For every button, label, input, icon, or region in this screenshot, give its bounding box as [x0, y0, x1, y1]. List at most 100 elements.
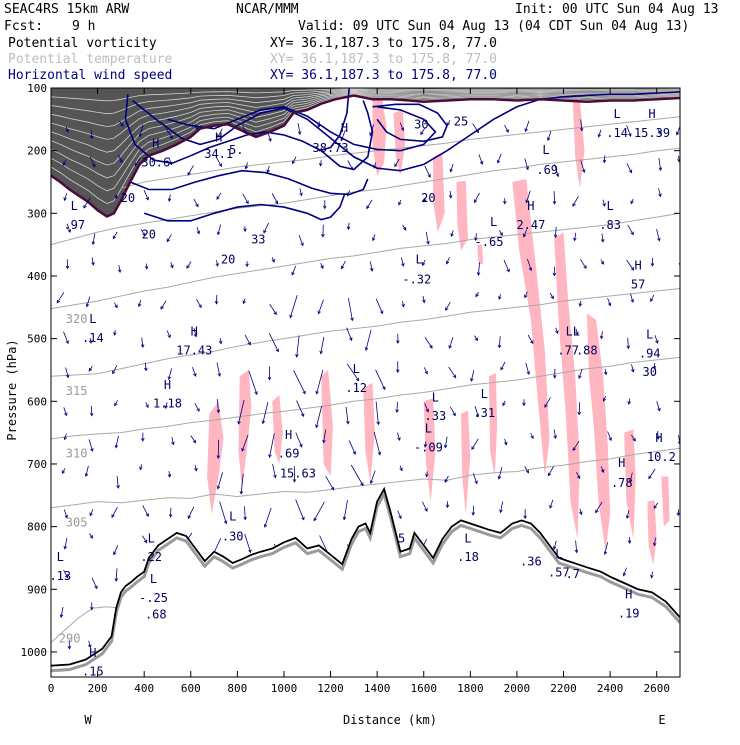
chart-label: H	[527, 199, 534, 213]
x-tick-label: 1400	[364, 682, 391, 695]
chart-label: H	[625, 588, 632, 602]
x-tick-label: 200	[88, 682, 108, 695]
chart-label: 10.2	[647, 450, 676, 464]
wind-vector	[684, 539, 689, 551]
wind-vector-head	[680, 338, 683, 341]
chart-label: L	[606, 199, 613, 213]
wind-vector	[684, 197, 688, 208]
wind-vector	[683, 577, 686, 589]
chart-label: .78	[611, 476, 633, 490]
chart-label: .69	[536, 163, 558, 177]
chart-label: 38.73	[313, 141, 349, 155]
wind-vector-head	[686, 205, 689, 208]
wind-vector-head	[682, 298, 685, 301]
chart-label: L	[481, 387, 488, 401]
chart-label: 2.47	[516, 218, 545, 232]
chart-label: L	[148, 531, 155, 545]
y-tick-label: 600	[27, 395, 47, 408]
field-xy-pv: XY= 36.1,187.3 to 175.8, 77.0	[270, 36, 497, 51]
wind-vector-head	[683, 379, 686, 382]
chart-label: 305	[66, 516, 88, 530]
y-tick-label: 100	[27, 82, 47, 95]
field-name-wind: Horizontal wind speed	[8, 68, 172, 83]
y-tick-label: 500	[27, 333, 47, 346]
center-name: NCAR/MMM	[236, 2, 299, 17]
chart-label: L	[646, 328, 653, 342]
chart-label: .14	[82, 331, 104, 345]
chart-label: .83	[599, 218, 621, 232]
valid-time: Valid: 09 UTC Sun 04 Aug 13 (04 CDT Sun …	[298, 19, 689, 34]
wind-vector	[684, 372, 685, 381]
chart-label: -.25	[139, 591, 168, 605]
x-axis-label: Distance (km)	[343, 713, 437, 727]
y-axis-label: Pressure (hPa)	[5, 339, 19, 440]
chart-label: 320	[66, 312, 88, 326]
x-tick-label: 0	[48, 682, 55, 695]
x-tick-label: 800	[227, 682, 247, 695]
chart-label: 1.18	[153, 397, 182, 411]
model-name: SEAC4RS 15km ARW	[4, 2, 129, 17]
chart-label: LL	[566, 325, 580, 339]
chart-label: 20	[121, 191, 135, 205]
chart-label: .88	[576, 343, 598, 357]
east-label: E	[658, 713, 665, 727]
chart-label: 57	[631, 278, 645, 292]
chart-label: .94	[639, 346, 661, 360]
chart-label: L	[150, 572, 157, 586]
chart-label: 5.	[229, 143, 243, 157]
chart-label: 30	[414, 118, 428, 132]
chart-label: L	[432, 390, 439, 404]
chart-label: 17.43	[176, 343, 212, 357]
wind-vector	[681, 467, 683, 476]
chart-label: H	[648, 107, 655, 121]
west-label: W	[84, 713, 92, 727]
field-xy-theta: XY= 36.1,187.3 to 175.8, 77.0	[270, 52, 497, 67]
chart-label: L	[542, 143, 549, 157]
y-tick-label: 300	[27, 207, 47, 220]
chart-label: L	[71, 199, 78, 213]
chart-label: 20	[142, 227, 156, 241]
chart-label: H	[655, 431, 662, 445]
init-time: Init: 00 UTC Sun 04 Aug 13	[515, 2, 719, 17]
y-tick-label: 200	[27, 145, 47, 158]
chart-label: .14	[606, 126, 628, 140]
chart-label: .36	[520, 555, 542, 569]
chart-label: L	[353, 362, 360, 376]
y-tick-label: 700	[27, 458, 47, 471]
forecast-hour: 9 h	[72, 19, 95, 34]
chart-label: L	[415, 252, 422, 266]
chart-label: 30	[642, 365, 656, 379]
x-tick-label: 1200	[317, 682, 344, 695]
chart-label: L	[613, 107, 620, 121]
chart-label: .97	[63, 218, 85, 232]
chart-label: .13	[49, 569, 71, 583]
wind-vector-head	[682, 473, 685, 476]
chart-label: H	[618, 456, 625, 470]
chart-label: -.65	[475, 235, 504, 249]
chart-label: .22	[140, 550, 162, 564]
chart-label: 20	[221, 252, 235, 266]
chart-label: -.32	[402, 273, 431, 287]
y-tick-label: 400	[27, 270, 47, 283]
chart-label: H	[191, 325, 198, 339]
chart-label: 15.39	[634, 126, 670, 140]
wind-vector	[680, 609, 684, 618]
chart-label: 310	[66, 447, 88, 461]
chart-label: H	[215, 130, 222, 144]
chart-label: .30	[222, 529, 244, 543]
x-tick-label: 2600	[643, 682, 670, 695]
x-tick-label: 1800	[457, 682, 484, 695]
x-tick-label: 1600	[410, 682, 437, 695]
chart-label: 33	[251, 232, 265, 246]
chart-label: .68	[145, 608, 167, 622]
chart-label: 5	[398, 531, 405, 545]
wind-vector	[554, 191, 555, 204]
wind-vector-head	[687, 547, 690, 550]
chart-label: 30.6	[141, 155, 170, 169]
y-tick-label: 1000	[21, 646, 48, 659]
x-tick-label: 400	[134, 682, 154, 695]
chart-label: -.09	[414, 440, 443, 454]
